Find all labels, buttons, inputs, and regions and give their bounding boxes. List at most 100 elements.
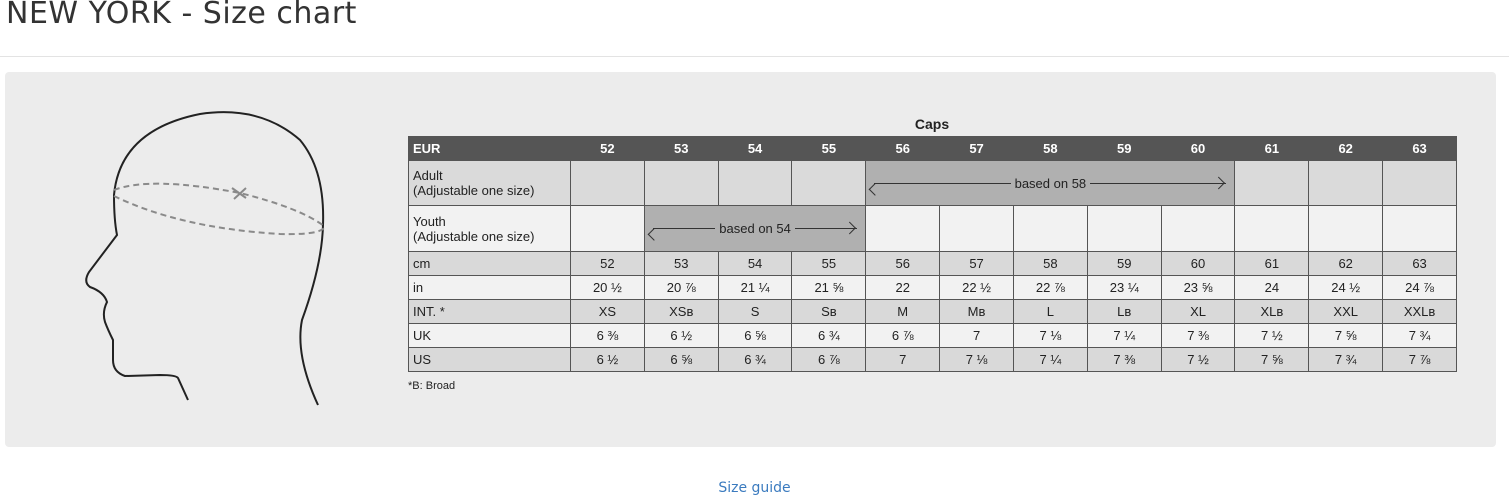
adult-merged-cell: based on 58 <box>865 160 1236 206</box>
size-cell: 7 ¼ <box>1086 323 1162 348</box>
size-cell: 7 ⅞ <box>1382 347 1457 372</box>
adult-empty-cell <box>717 160 793 206</box>
size-cell: Mʙ <box>939 299 1014 324</box>
youth-empty-cell <box>939 205 1014 252</box>
eur-size-cell: 62 <box>1308 136 1384 161</box>
size-cell: M <box>865 299 941 324</box>
size-row: INT. * XS XSʙ S Sʙ M Mʙ L Lʙ XL XLʙ XXL XXLʙ <box>408 299 1457 324</box>
size-cell: 7 ¾ <box>1308 347 1384 372</box>
adult-label: Adult (Adjustable one size) <box>408 160 571 206</box>
adult-row: Adult (Adjustable one size) based on 58 <box>408 160 1457 206</box>
size-cell: 54 <box>717 251 793 276</box>
size-cell: 7 ⅛ <box>1012 323 1088 348</box>
size-row: in 20 ½ 20 ⅞ 21 ¼ 21 ⅝ 22 22 ½ 22 ⅞ 23 ¼ 23 ⅝ 24 24… <box>408 275 1457 300</box>
size-cell: 7 ⅝ <box>1308 323 1384 348</box>
size-cell: 56 <box>865 251 941 276</box>
size-cell: 23 ⅝ <box>1160 275 1236 300</box>
size-cell: 22 ⅞ <box>1012 275 1088 300</box>
adult-empty-cell <box>570 160 645 206</box>
row-label: INT. * <box>408 299 571 324</box>
header-row: EUR 52 53 54 55 56 57 58 59 60 61 62 63 <box>408 136 1457 161</box>
eur-size-cell: 52 <box>570 136 645 161</box>
adult-empty-cell <box>1308 160 1384 206</box>
size-cell: 55 <box>791 251 867 276</box>
adult-empty-cell <box>643 160 719 206</box>
size-cell: XLʙ <box>1234 299 1310 324</box>
size-cell: 20 ⅞ <box>643 275 719 300</box>
adult-empty-cell <box>1234 160 1310 206</box>
size-cell: 57 <box>939 251 1014 276</box>
head-outline <box>85 111 325 406</box>
size-cell: 62 <box>1308 251 1384 276</box>
adult-label-line2: (Adjustable one size) <box>413 183 535 198</box>
adult-empty-cell <box>791 160 867 206</box>
youth-empty-cell <box>1308 205 1384 252</box>
chart-caption: Caps <box>914 116 950 132</box>
size-cell: 6 ½ <box>570 347 645 372</box>
size-cell: 53 <box>643 251 719 276</box>
size-cell: 7 ⅝ <box>1234 347 1310 372</box>
measurement-ellipse-front <box>113 182 325 227</box>
eur-size-cell: 57 <box>939 136 1014 161</box>
size-cell: XXL <box>1308 299 1384 324</box>
size-cell: 21 ⅝ <box>791 275 867 300</box>
youth-empty-cell <box>1012 205 1088 252</box>
youth-empty-cell <box>1234 205 1310 252</box>
size-guide-link[interactable]: Size guide <box>718 480 791 496</box>
eur-size-cell: 58 <box>1012 136 1088 161</box>
eur-size-cell: 61 <box>1234 136 1310 161</box>
size-table: EUR 52 53 54 55 56 57 58 59 60 61 62 63 Adult (Adjusta… <box>408 136 1457 372</box>
arrow-right-icon <box>1090 182 1227 184</box>
size-cell: 7 <box>939 323 1014 348</box>
eur-size-cell: 56 <box>865 136 941 161</box>
size-cell: 20 ½ <box>570 275 645 300</box>
adult-empty-cell <box>1382 160 1457 206</box>
row-label: US <box>408 347 571 372</box>
size-cell: 7 ⅜ <box>1160 323 1236 348</box>
divider <box>0 56 1509 57</box>
head-measurement-illustration <box>85 111 325 406</box>
size-cell: 24 ⅞ <box>1382 275 1457 300</box>
size-cell: XS <box>570 299 645 324</box>
youth-empty-cell <box>570 205 645 252</box>
youth-merged-cell: based on 54 <box>643 205 867 252</box>
size-cell: 23 ¼ <box>1086 275 1162 300</box>
size-cell: 6 ⅜ <box>570 323 645 348</box>
size-cell: 21 ¼ <box>717 275 793 300</box>
eur-size-cell: 54 <box>717 136 793 161</box>
size-cell: 6 ⅝ <box>717 323 793 348</box>
size-cell: XL <box>1160 299 1236 324</box>
size-cell: L <box>1012 299 1088 324</box>
eur-size-cell: 59 <box>1086 136 1162 161</box>
eur-size-cell: 53 <box>643 136 719 161</box>
size-cell: Lʙ <box>1086 299 1162 324</box>
size-cell: XXLʙ <box>1382 299 1457 324</box>
header-label: EUR <box>408 136 571 161</box>
size-cell: 7 ⅛ <box>939 347 1014 372</box>
eur-size-cell: 60 <box>1160 136 1236 161</box>
size-cell: 7 ¾ <box>1382 323 1457 348</box>
size-cell: 22 ½ <box>939 275 1014 300</box>
youth-empty-cell <box>1382 205 1457 252</box>
size-cell: 61 <box>1234 251 1310 276</box>
range-arrow: based on 54 <box>645 221 865 236</box>
size-cell: 6 ⅞ <box>865 323 941 348</box>
adult-label-line1: Adult <box>413 168 443 183</box>
youth-empty-cell <box>1160 205 1236 252</box>
size-cell: 22 <box>865 275 941 300</box>
youth-merged-text: based on 54 <box>719 221 791 236</box>
eur-size-cell: 63 <box>1382 136 1457 161</box>
size-cell: 6 ¾ <box>791 323 867 348</box>
size-cell: 7 <box>865 347 941 372</box>
size-row: cm 52 53 54 55 56 57 58 59 60 61 62 63 <box>408 251 1457 276</box>
adult-merged-text: based on 58 <box>1014 175 1087 191</box>
size-cell: 58 <box>1012 251 1088 276</box>
size-cell: 59 <box>1086 251 1162 276</box>
arrow-right-icon <box>794 228 858 229</box>
size-cell: 7 ¼ <box>1012 347 1088 372</box>
youth-empty-cell <box>1086 205 1162 252</box>
size-cell: 60 <box>1160 251 1236 276</box>
size-cell: S <box>717 299 793 324</box>
